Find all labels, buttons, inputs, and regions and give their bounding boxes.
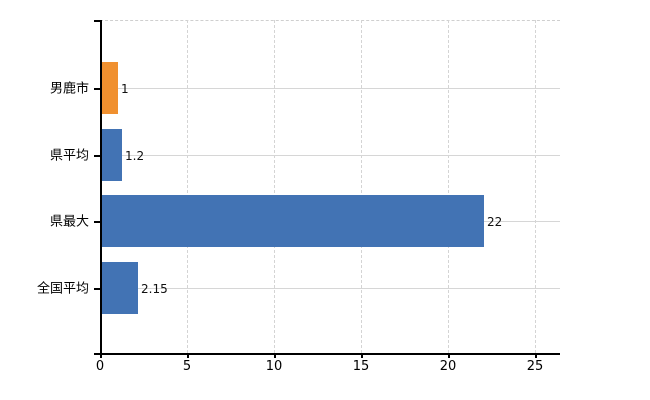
category-label: 県平均 [49,148,89,164]
x-tick-label: 5 [182,359,192,374]
gridline-horizontal [100,288,560,289]
category-axis-top-tick [94,20,100,22]
bar [101,195,484,247]
category-label: 県最大 [49,214,89,230]
x-axis-tick [187,353,189,358]
gridline-vertical [274,20,275,353]
bar [101,62,118,114]
x-tick-label: 0 [95,359,105,374]
x-tick-label: 10 [265,359,283,374]
value-label: 1 [121,82,129,96]
plot-top-border [100,20,560,21]
gridline-vertical [535,20,536,353]
x-tick-label: 15 [352,359,370,374]
value-label: 2.15 [141,282,168,296]
gridline-vertical [187,20,188,353]
category-tick [94,155,100,157]
bar [101,129,122,181]
gridline-vertical [361,20,362,353]
category-tick [94,88,100,90]
category-tick [94,221,100,223]
bar [101,262,138,314]
x-axis-tick [361,353,363,358]
value-label: 1.2 [125,149,145,163]
x-tick-label: 25 [526,359,544,374]
category-label: 全国平均 [36,281,89,297]
x-axis [94,353,560,355]
gridline-horizontal [100,155,560,156]
category-label: 男鹿市 [49,81,89,97]
x-axis-tick [274,353,276,358]
value-label: 22 [487,215,503,229]
y-axis [100,20,102,353]
x-tick-label: 20 [439,359,457,374]
x-axis-tick [448,353,450,358]
gridline-vertical [448,20,449,353]
x-axis-tick [100,353,102,358]
gridline-horizontal [100,88,560,89]
category-tick [94,288,100,290]
x-axis-tick [535,353,537,358]
